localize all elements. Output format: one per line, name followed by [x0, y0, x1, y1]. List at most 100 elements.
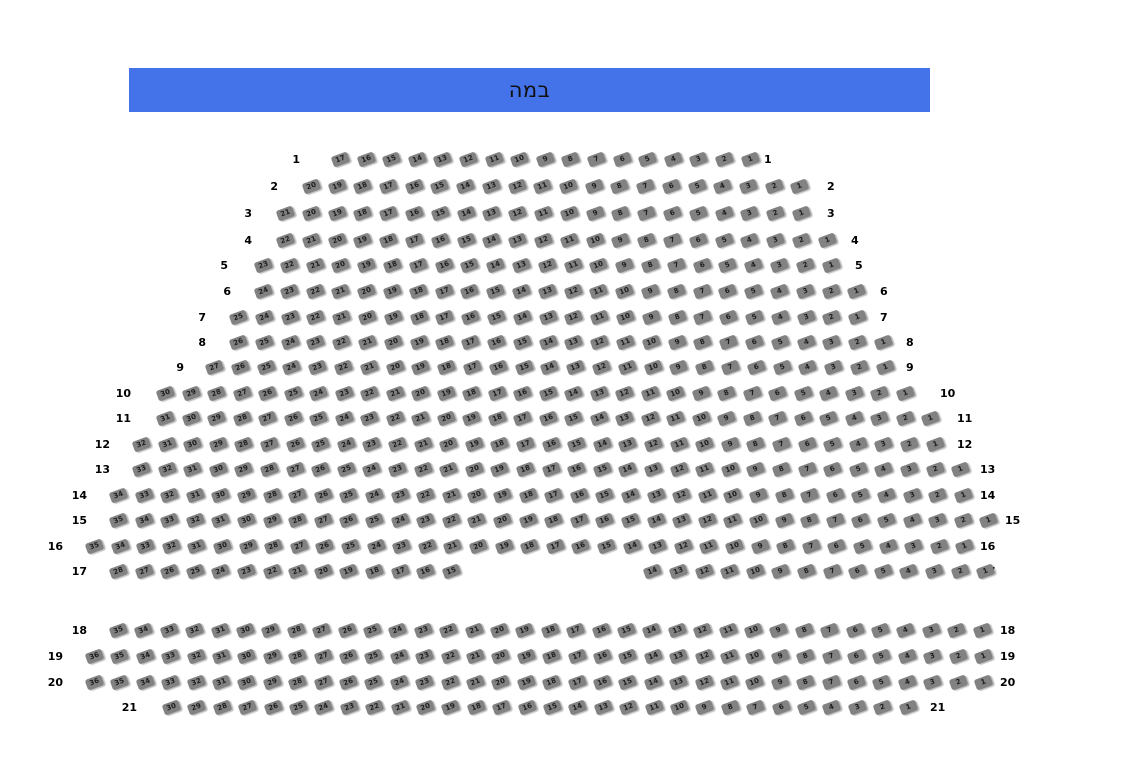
seat-r7-s15[interactable]: 15 — [486, 309, 507, 326]
seat-r18-s21[interactable]: 21 — [464, 622, 485, 639]
seat-r16-s29[interactable]: 29 — [238, 538, 259, 555]
seat-r1-s16[interactable]: 16 — [356, 151, 377, 168]
seat-r8-s1[interactable]: 1 — [873, 334, 894, 351]
seat-r4-s6[interactable]: 6 — [688, 232, 709, 249]
seat-r1-s15[interactable]: 15 — [381, 151, 402, 168]
seat-r12-s22[interactable]: 22 — [387, 436, 408, 453]
seat-r5-s21[interactable]: 21 — [305, 257, 326, 274]
seat-r14-s26[interactable]: 26 — [313, 487, 334, 504]
seat-r1-s5[interactable]: 5 — [637, 151, 658, 168]
seat-r18-s32[interactable]: 32 — [184, 622, 205, 639]
seat-r15-s35[interactable]: 35 — [108, 512, 129, 529]
seat-r12-s14[interactable]: 14 — [592, 436, 613, 453]
seat-r4-s8[interactable]: 8 — [636, 232, 657, 249]
seat-r14-s17[interactable]: 17 — [543, 487, 564, 504]
seat-r21-s18[interactable]: 18 — [466, 699, 487, 716]
seat-r21-s3[interactable]: 3 — [847, 699, 868, 716]
seat-r18-s24[interactable]: 24 — [387, 622, 408, 639]
seat-r8-s3[interactable]: 3 — [821, 334, 842, 351]
seat-r20-s4[interactable]: 4 — [897, 674, 918, 691]
seat-r19-s6[interactable]: 6 — [846, 648, 867, 665]
seat-r11-s19[interactable]: 19 — [461, 410, 482, 427]
seat-r6-s4[interactable]: 4 — [769, 283, 790, 300]
seat-r15-s12[interactable]: 12 — [697, 512, 718, 529]
seat-r16-s25[interactable]: 25 — [340, 538, 361, 555]
seat-r20-s24[interactable]: 24 — [389, 674, 410, 691]
seat-r9-s5[interactable]: 5 — [772, 359, 793, 376]
seat-r5-s12[interactable]: 12 — [537, 257, 558, 274]
seat-r18-s22[interactable]: 22 — [438, 622, 459, 639]
seat-r21-s16[interactable]: 16 — [517, 699, 538, 716]
seat-r6-s24[interactable]: 24 — [253, 283, 274, 300]
seat-r20-s19[interactable]: 19 — [516, 674, 537, 691]
seat-r17-s24[interactable]: 24 — [210, 563, 231, 580]
seat-r14-s27[interactable]: 27 — [287, 487, 308, 504]
seat-r20-s27[interactable]: 27 — [313, 674, 334, 691]
seat-r18-s14[interactable]: 14 — [641, 622, 662, 639]
seat-r19-s25[interactable]: 25 — [363, 648, 384, 665]
seat-r12-s27[interactable]: 27 — [259, 436, 280, 453]
seat-r9-s11[interactable]: 11 — [617, 359, 638, 376]
seat-r16-s30[interactable]: 30 — [212, 538, 233, 555]
seat-r6-s18[interactable]: 18 — [408, 283, 429, 300]
seat-r21-s26[interactable]: 26 — [263, 699, 284, 716]
seat-r13-s18[interactable]: 18 — [515, 461, 536, 478]
seat-r17-s19[interactable]: 19 — [338, 563, 359, 580]
seat-r14-s29[interactable]: 29 — [236, 487, 257, 504]
seat-r17-s3[interactable]: 3 — [924, 563, 945, 580]
seat-r16-s21[interactable]: 21 — [442, 538, 463, 555]
seat-r10-s25[interactable]: 25 — [283, 385, 304, 402]
seat-r4-s11[interactable]: 11 — [559, 232, 580, 249]
seat-r2-s1[interactable]: 1 — [789, 178, 810, 195]
seat-r11-s9[interactable]: 9 — [716, 410, 737, 427]
seat-r16-s18[interactable]: 18 — [519, 538, 540, 555]
seat-r15-s11[interactable]: 11 — [722, 512, 743, 529]
seat-r20-s14[interactable]: 14 — [643, 674, 664, 691]
seat-r3-s11[interactable]: 11 — [533, 205, 554, 222]
seat-r18-s3[interactable]: 3 — [921, 622, 942, 639]
seat-r20-s36[interactable]: 36 — [84, 674, 105, 691]
seat-r21-s29[interactable]: 29 — [186, 699, 207, 716]
seat-r12-s31[interactable]: 31 — [157, 436, 178, 453]
seat-r21-s21[interactable]: 21 — [390, 699, 411, 716]
seat-r7-s14[interactable]: 14 — [512, 309, 533, 326]
seat-r11-s25[interactable]: 25 — [308, 410, 329, 427]
seat-r21-s30[interactable]: 30 — [161, 699, 182, 716]
seat-r1-s4[interactable]: 4 — [663, 151, 684, 168]
seat-r10-s9[interactable]: 9 — [691, 385, 712, 402]
seat-r4-s9[interactable]: 9 — [610, 232, 631, 249]
seat-r14-s33[interactable]: 33 — [134, 487, 155, 504]
seat-r10-s24[interactable]: 24 — [308, 385, 329, 402]
seat-r12-s23[interactable]: 23 — [361, 436, 382, 453]
seat-r17-s5[interactable]: 5 — [873, 563, 894, 580]
seat-r13-s1[interactable]: 1 — [950, 461, 971, 478]
seat-r18-s23[interactable]: 23 — [413, 622, 434, 639]
seat-r15-s2[interactable]: 2 — [953, 512, 974, 529]
seat-r2-s3[interactable]: 3 — [738, 178, 759, 195]
seat-r3-s8[interactable]: 8 — [610, 205, 631, 222]
seat-r20-s34[interactable]: 34 — [135, 674, 156, 691]
seat-r10-s12[interactable]: 12 — [614, 385, 635, 402]
seat-r9-s10[interactable]: 10 — [643, 359, 664, 376]
seat-r11-s23[interactable]: 23 — [359, 410, 380, 427]
seat-r3-s6[interactable]: 6 — [662, 205, 683, 222]
seat-r14-s21[interactable]: 21 — [441, 487, 462, 504]
seat-r5-s14[interactable]: 14 — [485, 257, 506, 274]
seat-r8-s26[interactable]: 26 — [228, 334, 249, 351]
seat-r4-s7[interactable]: 7 — [662, 232, 683, 249]
seat-r9-s20[interactable]: 20 — [385, 359, 406, 376]
seat-r18-s7[interactable]: 7 — [819, 622, 840, 639]
seat-r2-s15[interactable]: 15 — [429, 178, 450, 195]
seat-r16-s26[interactable]: 26 — [314, 538, 335, 555]
seat-r18-s26[interactable]: 26 — [337, 622, 358, 639]
seat-r7-s4[interactable]: 4 — [770, 309, 791, 326]
seat-r12-s29[interactable]: 29 — [208, 436, 229, 453]
seat-r9-s13[interactable]: 13 — [565, 359, 586, 376]
seat-r8-s11[interactable]: 11 — [615, 334, 636, 351]
seat-r3-s12[interactable]: 12 — [507, 205, 528, 222]
seat-r3-s17[interactable]: 17 — [378, 205, 399, 222]
seat-r5-s10[interactable]: 10 — [588, 257, 609, 274]
seat-r18-s27[interactable]: 27 — [311, 622, 332, 639]
seat-r12-s26[interactable]: 26 — [285, 436, 306, 453]
seat-r19-s31[interactable]: 31 — [211, 648, 232, 665]
